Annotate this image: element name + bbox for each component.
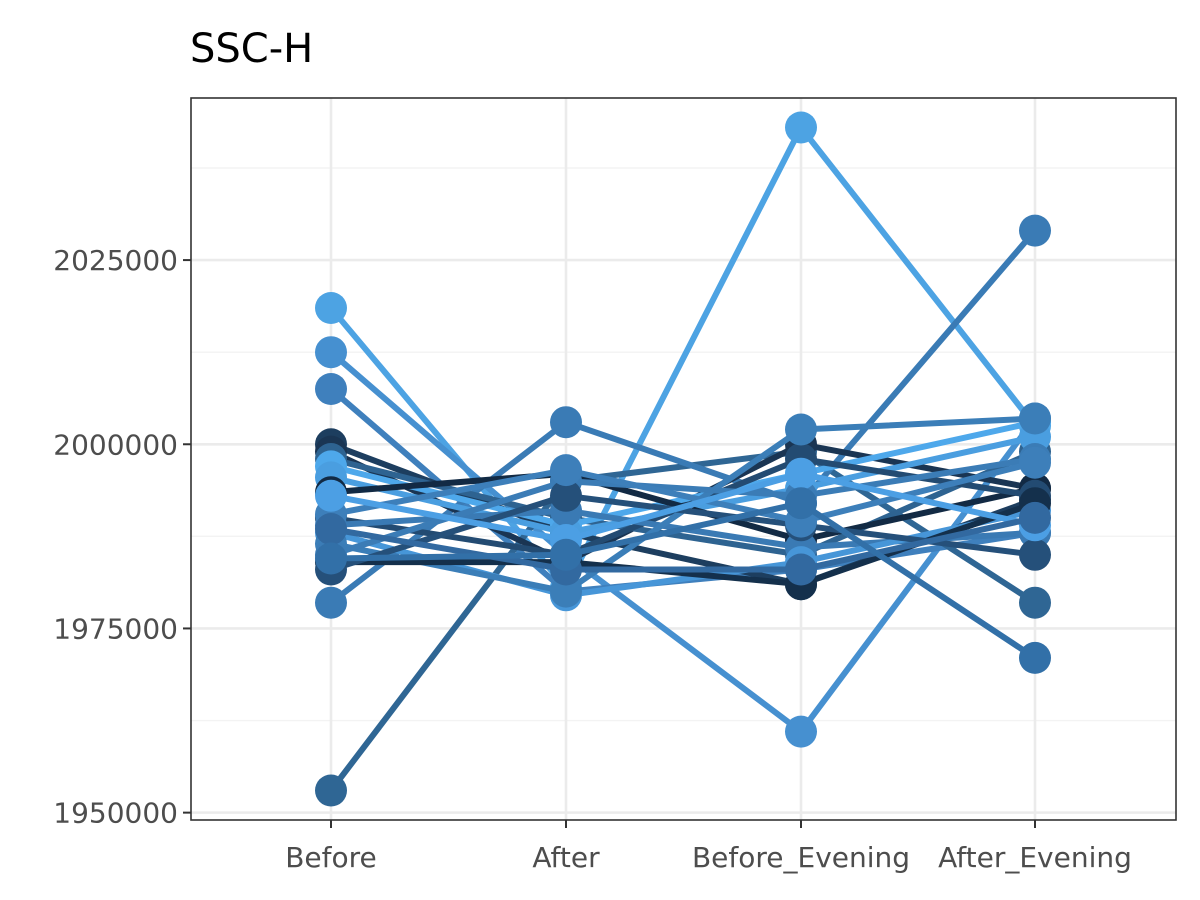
y-tick-label-0: 1950000 bbox=[53, 797, 178, 830]
data-point-18-3 bbox=[1019, 446, 1051, 479]
y-tick-label-1: 1975000 bbox=[53, 612, 178, 645]
series-21 bbox=[315, 487, 1051, 674]
data-point-14-2 bbox=[785, 413, 817, 446]
panel-border bbox=[190, 97, 1177, 821]
series-line-1 bbox=[329, 349, 1038, 735]
series-line-17 bbox=[330, 492, 1036, 573]
data-point-3-0 bbox=[315, 774, 347, 807]
data-point-20-3 bbox=[1019, 501, 1051, 534]
data-point-18-1 bbox=[550, 454, 582, 487]
series-line-21 bbox=[330, 500, 1037, 661]
series-line-19 bbox=[330, 470, 1036, 543]
y-tick-label-3: 2025000 bbox=[53, 244, 178, 277]
data-point-3-3 bbox=[1019, 586, 1051, 619]
x-tick-label-1: After bbox=[532, 841, 600, 874]
series-group bbox=[315, 111, 1051, 807]
axes: 1950000 1975000 2000000 2025000 Before After B… bbox=[53, 244, 1132, 874]
data-point-21-3 bbox=[1019, 641, 1051, 674]
data-point-17-1 bbox=[550, 479, 582, 512]
data-point-21-2 bbox=[785, 487, 817, 520]
data-point-1-2 bbox=[785, 715, 817, 748]
x-tick-label-2: Before_Evening bbox=[692, 841, 910, 874]
data-point-0-0 bbox=[315, 292, 347, 324]
data-point-14-3 bbox=[1019, 402, 1051, 435]
x-tick-label-3: After_Evening bbox=[938, 841, 1132, 874]
data-point-4-1 bbox=[550, 406, 582, 439]
data-point-19-2 bbox=[785, 457, 817, 490]
data-point-21-0 bbox=[315, 542, 347, 575]
series-line-0 bbox=[328, 124, 1038, 591]
chart-title: SSC-H bbox=[190, 26, 313, 72]
x-tick-label-0: Before bbox=[285, 841, 377, 874]
data-point-14-1 bbox=[550, 575, 582, 608]
data-point-4-3 bbox=[1019, 214, 1051, 247]
series-line-3 bbox=[328, 448, 1037, 793]
series-line-7 bbox=[330, 448, 1037, 558]
data-point-17-3 bbox=[1019, 538, 1051, 571]
series-line-20 bbox=[330, 514, 1036, 573]
y-tick-label-2: 2000000 bbox=[53, 428, 178, 461]
data-point-21-1 bbox=[550, 538, 582, 571]
data-point-20-0 bbox=[315, 513, 347, 545]
series-line-18 bbox=[330, 459, 1036, 525]
series-line-4 bbox=[329, 228, 1038, 606]
data-point-0-2 bbox=[785, 111, 817, 144]
data-point-20-2 bbox=[785, 553, 817, 586]
series-line-8 bbox=[330, 419, 1036, 529]
data-point-4-0 bbox=[315, 586, 347, 619]
data-point-2-0 bbox=[315, 373, 347, 405]
data-point-19-0 bbox=[315, 479, 347, 512]
data-point-1-0 bbox=[315, 336, 347, 369]
